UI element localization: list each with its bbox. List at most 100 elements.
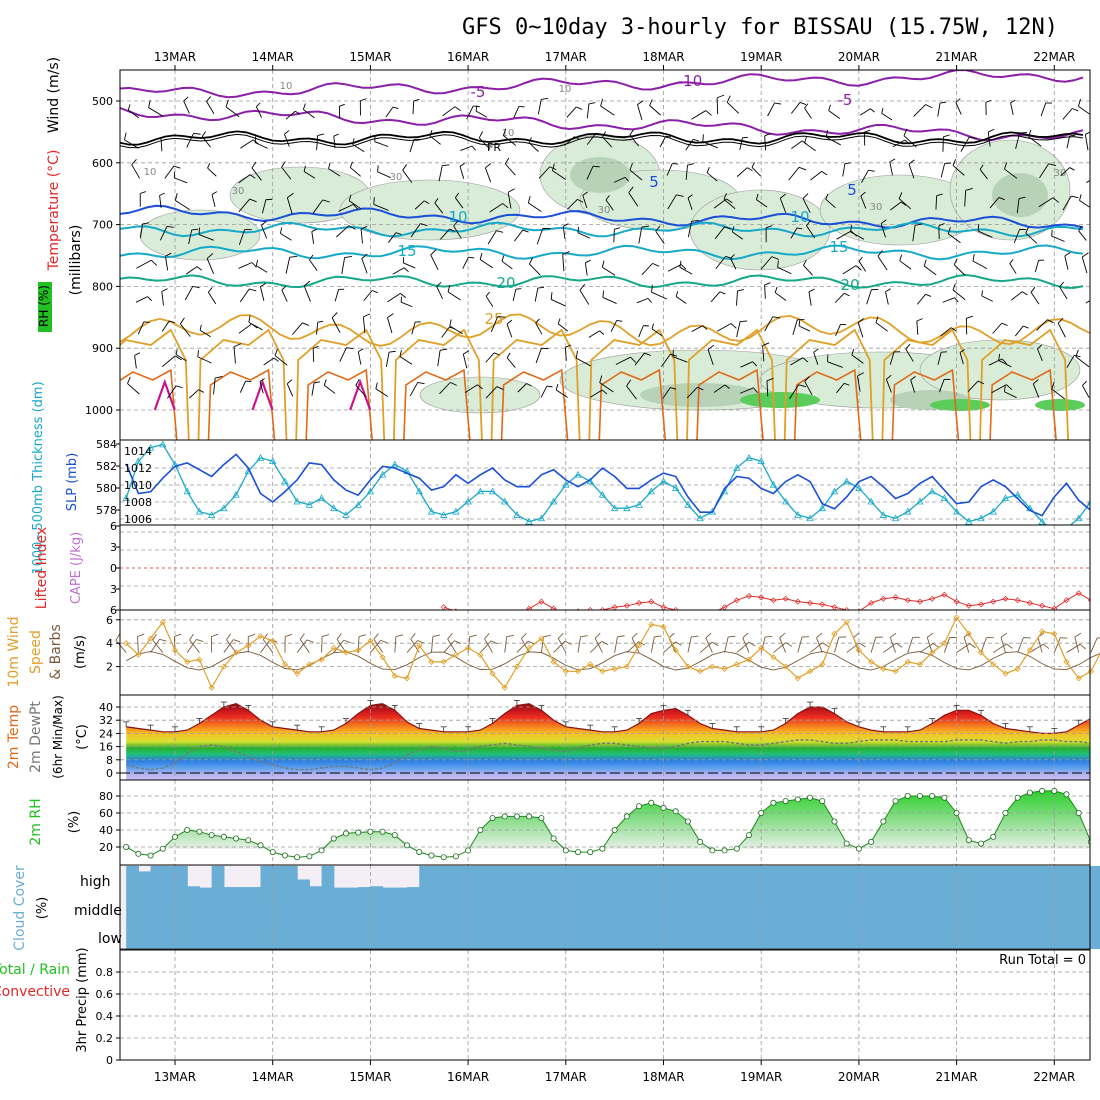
temp-area [126,703,1090,780]
cloud-bar [455,866,469,893]
wind-barb-flag [923,259,927,267]
cloud-bar [846,921,860,949]
wind-speed-marker [232,649,240,656]
wind-barb-flag [515,288,522,290]
cloud-bar [345,921,359,949]
wind-barb [464,384,478,394]
y-tick-label: 0 [106,1054,113,1067]
thickness-marker [134,457,143,465]
wind-barb [201,136,211,148]
wind-barb-flag [380,639,388,644]
wind-barb-flag [502,128,507,136]
wind-barb [274,355,288,366]
cloud-bar [175,921,188,949]
rh-marker [941,794,948,801]
wind-barb-flag [454,106,461,112]
wind-barb-flag [998,354,1001,361]
cloud-bar [748,866,762,893]
wind-barb [213,377,216,395]
wind-barb [856,375,861,392]
wind-barb-flag [317,320,324,323]
cloud-bar [651,893,665,921]
wind-barb-flag [932,643,940,649]
wind-barb [1015,132,1021,149]
wind-barb [388,232,397,243]
wind-barb-flag [563,223,569,227]
wind-barb-flag [725,255,733,260]
dewpoint-line [126,739,1090,771]
wind-barb [341,257,346,274]
wind-barb [594,638,603,653]
isotherm-label: 15 [829,238,848,256]
wind-barb-flag [273,357,279,362]
wind-barb-flag [672,163,679,165]
wind-barb [363,290,373,302]
cloud-bar [492,893,506,921]
cloud-bar [162,921,176,949]
wind-barb-flag [802,193,809,199]
wind-barb-flag [260,282,267,288]
wind-barb-flag [322,199,330,203]
thickness-marker [342,511,350,518]
wind-barb [810,171,822,181]
wind-speed-marker [526,644,533,651]
wind-barb-flag [400,293,407,299]
wind-barb [636,297,649,304]
wind-barb-flag [193,132,201,135]
wind-barb-flag [436,281,442,287]
wind-barb-flag [504,157,510,165]
wind-barb [638,325,644,338]
wind-barb-flag [413,98,420,102]
cloud-bar [590,921,604,949]
wind-barb-flag [1006,643,1013,649]
wind-barb-flag [828,104,831,111]
wind-barb-flag [953,258,958,265]
wind-barb-flag [254,136,257,143]
wind-speed-marker [611,665,618,673]
lifted-index-marker [843,607,850,610]
rh-marker [965,837,972,844]
cloud-bar [736,893,750,921]
wind-barb [972,260,988,270]
lifted-index-marker [1014,597,1021,604]
wind-barb-flag [614,227,621,230]
wind-barb [858,260,867,272]
wind-barb-flag [821,170,828,176]
wind-barb-flag [287,192,294,198]
wind-barb [1028,136,1042,147]
wind-barb [740,387,754,394]
cloud-bar [407,887,420,893]
cloud-bar [1029,866,1043,893]
cloud-bar [370,886,384,893]
wind-speed-marker [782,663,789,670]
wind-barb-flag [965,188,973,191]
wind-barb-flag [850,225,853,232]
cloud-bar [773,893,787,921]
rh-marker [306,853,313,860]
wind-barb [361,258,368,274]
wind-barb-flag [430,249,437,256]
wind-barb [285,257,291,274]
wind-barb-flag [900,201,907,206]
wind-barb-flag [358,348,364,353]
wind-barb-flag [343,639,351,644]
wind-barb-flag [207,162,211,169]
y-tick-label: 1000 [85,404,113,417]
wind-barb-flag [651,323,654,329]
rh-marker [245,837,252,844]
wind-barb [651,291,667,300]
wind-barb-flag [731,226,735,233]
cloud-bar [907,893,921,921]
lifted-index-marker [819,601,826,608]
thickness-marker [781,497,790,505]
cloud-bar [187,893,201,921]
wind-barb [687,221,693,238]
wind-barb [586,132,597,145]
wind-barb-flag [687,163,695,166]
wind-barb [637,104,643,121]
wind-barb [506,323,513,338]
cloud-bar [321,866,335,893]
wind-barb-flag [199,324,202,331]
y-tick-label: 584 [96,438,117,451]
